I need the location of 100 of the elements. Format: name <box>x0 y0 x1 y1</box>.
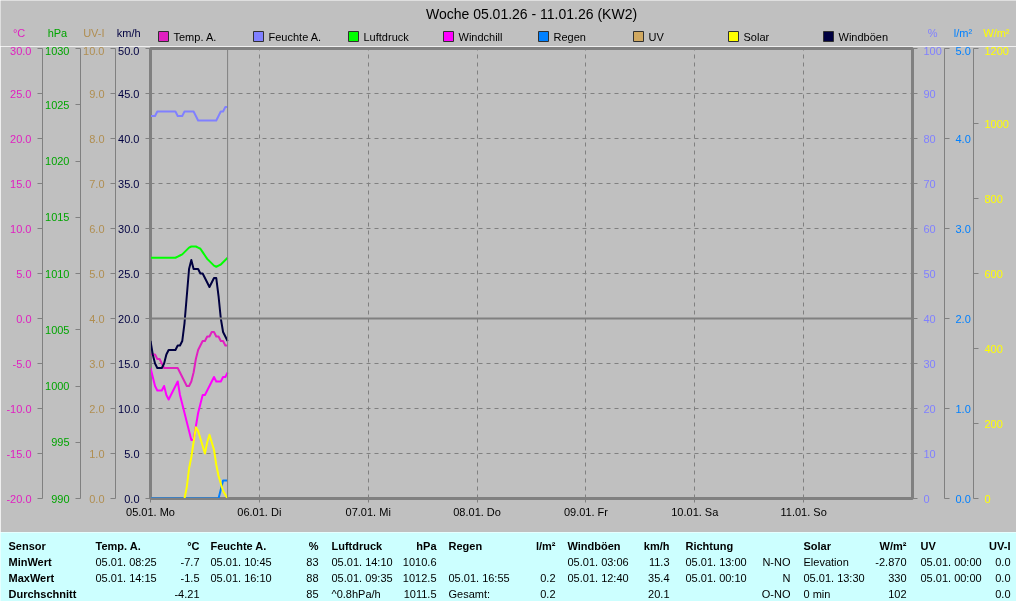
y2-axis-title: l/m² <box>953 26 973 39</box>
y2-tick-label: 1.0 <box>955 402 971 415</box>
y-tick-label: -10.0 <box>6 402 32 415</box>
text: Durchschnitt <box>8 587 77 600</box>
y-tick-label: 1.0 <box>89 447 105 460</box>
chart-title: Woche 05.01.26 - 11.01.26 (KW2) <box>425 5 638 22</box>
legend-label: Regen <box>553 30 586 43</box>
text: km/h <box>643 539 670 552</box>
text: 05.01. 00:00 <box>920 555 982 568</box>
text: Sensor <box>8 539 47 552</box>
y3-axis-title: W/m² <box>983 26 1010 39</box>
text: 05.01. 16:10 <box>210 571 272 584</box>
y-tick-label: 0.0 <box>89 492 105 505</box>
x-tick-label: 09.01. Fr <box>563 505 609 518</box>
y3-tick-label: 1000 <box>984 117 1009 130</box>
legend-label: Temp. A. <box>173 30 217 43</box>
y-tick-label: 40.0 <box>118 132 140 145</box>
line-series <box>150 106 229 122</box>
legend-label: Windchill <box>458 30 503 43</box>
text: 0.0 <box>995 571 1011 584</box>
line-series <box>150 259 229 369</box>
text: 88 <box>306 571 319 584</box>
text: hPa <box>416 539 438 552</box>
text: 0.2 <box>540 571 556 584</box>
x-tick-label: 05.01. Mo <box>126 505 175 518</box>
text: 05.01. 12:40 <box>567 571 629 584</box>
text: 85 <box>306 587 319 600</box>
text: Temp. A. <box>95 539 141 552</box>
y2-tick-label: 40 <box>923 312 936 325</box>
y3-tick-label: 0 <box>984 492 991 505</box>
y3-axis-title: hPa <box>47 26 69 39</box>
y-tick-label: 20.0 <box>10 132 32 145</box>
text: 11.3 <box>648 555 670 568</box>
y-tick-label: 5.0 <box>89 267 105 280</box>
text: Luftdruck <box>331 539 384 552</box>
y-tick-label: 6.0 <box>89 222 105 235</box>
y3-tick-label: 1015 <box>45 211 70 224</box>
text: 05.01. 10:45 <box>210 555 272 568</box>
text: ^0.8hPa/h <box>331 587 381 600</box>
y2-tick-label: 80 <box>923 132 936 145</box>
y-tick-label: 9.0 <box>89 87 105 100</box>
y2-tick-label: 2.0 <box>955 312 971 325</box>
legend-label: Luftdruck <box>363 30 410 43</box>
y-tick-label: 3.0 <box>89 357 105 370</box>
y3-tick-label: 600 <box>984 267 1003 280</box>
y2-tick-label: 0.0 <box>955 492 971 505</box>
y2-tick-label: 50 <box>923 267 936 280</box>
line-series <box>183 426 229 499</box>
legend-label: UV <box>648 30 665 43</box>
y-axis-title: UV-I <box>83 26 105 39</box>
y3-tick-label: 1000 <box>45 380 70 392</box>
y3-tick-label: 200 <box>984 417 1003 430</box>
y-tick-label: 20.0 <box>118 312 140 325</box>
text: 05.01. 00:10 <box>685 571 747 584</box>
y3-tick-label: 1020 <box>45 155 70 167</box>
y2-tick-label: 3.0 <box>955 222 971 235</box>
y-axis-title: °C <box>12 26 26 39</box>
y-tick-label: -20.0 <box>6 492 32 505</box>
text: Richtung <box>685 539 734 552</box>
text: 20.1 <box>648 587 670 600</box>
y2-tick-label: 5.0 <box>955 44 971 57</box>
y3-tick-label: 990 <box>51 492 70 505</box>
y-tick-label: 5.0 <box>16 267 32 280</box>
y-tick-label: 10.0 <box>10 222 32 235</box>
y2-tick-label: 0 <box>923 492 930 505</box>
y2-axis-title: % <box>927 26 938 39</box>
y-tick-label: 0.0 <box>16 312 32 325</box>
y3-tick-label: 1005 <box>45 323 70 336</box>
text: 0 min <box>803 587 831 600</box>
text: 83 <box>306 555 319 568</box>
y-tick-label: 15.0 <box>118 357 140 370</box>
y-tick-label: 50.0 <box>118 44 140 57</box>
text: Windböen <box>567 539 621 552</box>
text: Feuchte A. <box>210 539 267 552</box>
y3-tick-label: 1030 <box>45 44 70 57</box>
y-tick-label: 30.0 <box>10 44 32 57</box>
x-tick-label: 07.01. Mi <box>345 505 391 518</box>
y2-tick-label: 70 <box>923 177 936 190</box>
y2-tick-label: 100 <box>923 44 942 57</box>
y-tick-label: 25.0 <box>118 267 140 280</box>
text: MinWert <box>8 555 53 568</box>
y3-tick-label: 1200 <box>984 44 1009 57</box>
y-tick-label: 10.0 <box>118 402 140 415</box>
text: O-NO <box>761 587 791 600</box>
y-tick-label: 4.0 <box>89 312 105 325</box>
y-axis-title: km/h <box>116 26 141 39</box>
text: MaxWert <box>8 571 55 584</box>
y-tick-label: 7.0 <box>89 177 105 190</box>
legend-label: Windböen <box>838 30 889 43</box>
text: 0.0 <box>995 555 1011 568</box>
y3-tick-label: 1025 <box>45 98 70 111</box>
line-series <box>150 331 229 387</box>
y3-tick-label: 1010 <box>45 267 70 280</box>
text: 05.01. 16:55 <box>448 571 510 584</box>
y3-tick-label: 995 <box>51 436 70 449</box>
text: Gesamt: <box>448 587 491 600</box>
text: 102 <box>888 587 907 600</box>
text: 05.01. 09:35 <box>331 571 393 584</box>
text: -7.7 <box>180 555 200 568</box>
y-tick-label: 25.0 <box>10 87 32 100</box>
